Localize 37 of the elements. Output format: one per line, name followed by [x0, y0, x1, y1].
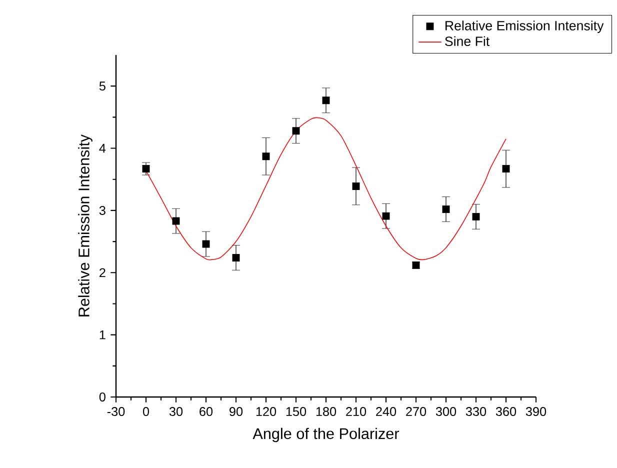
point: [202, 240, 210, 248]
x-tick-label: 300: [436, 407, 456, 416]
point: [322, 96, 330, 104]
point: [232, 254, 240, 262]
x-tick-label: 30: [169, 407, 183, 416]
x-tick-label: 0: [142, 407, 150, 416]
x-tick-label: 270: [406, 407, 426, 416]
x-tick-label: 90: [230, 407, 243, 416]
y-tick-label: 1: [100, 330, 106, 340]
point: [442, 205, 450, 213]
y-tick-label: 4: [99, 144, 106, 153]
x-tick-label: 120: [256, 407, 276, 416]
x-tick-label: 390: [526, 407, 546, 416]
y-tick-label: 0: [99, 392, 106, 402]
legend-label: Relative Emission Intensity: [446, 20, 604, 34]
point: [292, 127, 300, 135]
point: [472, 212, 480, 220]
point: [382, 212, 390, 220]
y-tick-label: 2: [100, 268, 106, 278]
x-tick-label: 240: [376, 407, 396, 416]
x-tick-label: 360: [496, 407, 516, 416]
x-tick-label: 210: [346, 407, 366, 416]
point: [352, 182, 360, 190]
point: [262, 152, 270, 160]
point: [502, 165, 510, 173]
legend-label: Sine Fit: [445, 36, 490, 46]
y-tick-label: 5: [99, 82, 106, 91]
y-axis-title: Relative Emission Intensity: [78, 134, 92, 316]
x-axis-title: Angle of the Polarizer: [252, 428, 400, 442]
x-tick-label: 150: [286, 407, 306, 416]
x-tick-label: 60: [200, 407, 213, 416]
x-tick-label: 330: [466, 407, 486, 416]
point: [172, 217, 180, 225]
x-tick-label: 180: [316, 407, 336, 416]
x-tick-label: -30: [107, 407, 125, 416]
y-tick-label: 3: [99, 206, 106, 215]
point: [142, 165, 150, 173]
